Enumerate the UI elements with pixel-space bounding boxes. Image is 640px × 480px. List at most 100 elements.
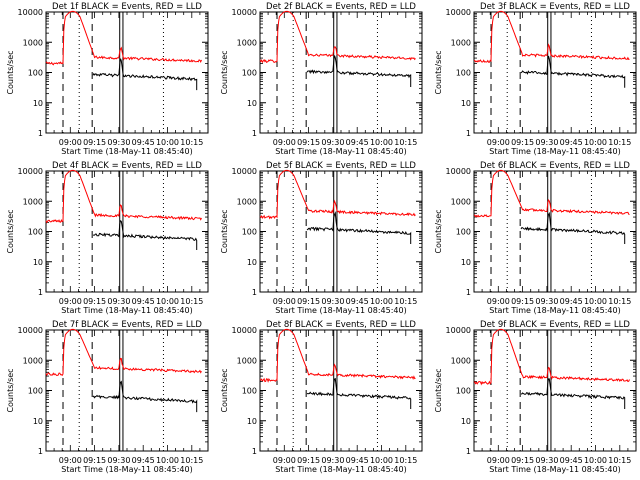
events-series-line — [520, 378, 626, 409]
lld-series-line — [473, 169, 630, 218]
x-tick-label: 09:00 — [273, 297, 296, 306]
y-tick-label: 10000 — [232, 8, 257, 17]
y-tick-label: 1000 — [23, 38, 43, 47]
panel-title: Det 5f BLACK = Events, RED = LLD — [266, 161, 416, 171]
events-series-line — [92, 58, 198, 91]
y-axis-label: Counts/sec — [6, 209, 15, 253]
y-tick-label: 1000 — [237, 197, 257, 206]
y-tick-label: 1 — [252, 447, 257, 456]
y-tick-label: 100 — [28, 228, 43, 237]
lld-series-line — [45, 169, 202, 224]
y-tick-label: 10000 — [232, 167, 257, 176]
y-tick-label: 100 — [242, 228, 257, 237]
x-tick-label: 09:00 — [273, 138, 296, 147]
x-tick-label: 10:15 — [394, 297, 417, 306]
x-tick-label: 10:15 — [394, 138, 417, 147]
plot-frame — [45, 329, 209, 452]
panel-title: Det 6f BLACK = Events, RED = LLD — [480, 161, 630, 171]
y-tick-label: 10000 — [232, 326, 257, 335]
x-axis-label: Start Time (18-May-11 08:45:40) — [61, 465, 192, 474]
x-tick-label: 09:30 — [535, 456, 558, 465]
y-axis-label: Counts/sec — [220, 368, 229, 412]
x-tick-label: 09:30 — [321, 297, 344, 306]
x-tick-label: 10:00 — [584, 138, 607, 147]
y-tick-label: 10 — [461, 99, 471, 108]
lld-series-line — [473, 328, 630, 386]
events-series-line — [520, 211, 626, 244]
x-tick-label: 09:45 — [346, 138, 369, 147]
lld-series-line — [259, 328, 416, 383]
x-tick-label: 10:00 — [156, 297, 179, 306]
plot-frame — [473, 170, 637, 293]
plot-frame — [45, 170, 209, 293]
y-tick-label: 1 — [466, 288, 471, 297]
x-tick-label: 10:15 — [180, 297, 203, 306]
x-tick-label: 09:00 — [59, 138, 82, 147]
x-tick-label: 09:15 — [83, 456, 106, 465]
y-tick-label: 1 — [38, 129, 43, 138]
plot-frame — [259, 11, 423, 134]
x-tick-label: 09:45 — [560, 297, 583, 306]
x-tick-label: 09:00 — [59, 456, 82, 465]
x-axis-label: Start Time (18-May-11 08:45:40) — [275, 147, 406, 156]
y-tick-label: 10 — [461, 417, 471, 426]
x-tick-label: 09:00 — [273, 456, 296, 465]
x-tick-label: 09:45 — [560, 456, 583, 465]
y-tick-label: 1 — [38, 288, 43, 297]
x-tick-label: 09:45 — [132, 297, 155, 306]
y-tick-label: 1 — [38, 447, 43, 456]
x-tick-label: 10:15 — [394, 456, 417, 465]
y-tick-label: 1000 — [237, 356, 257, 365]
y-tick-label: 1 — [252, 129, 257, 138]
y-tick-label: 10000 — [446, 8, 471, 17]
panel-8 — [259, 328, 423, 452]
y-tick-label: 100 — [456, 387, 471, 396]
x-tick-label: 09:00 — [487, 297, 510, 306]
x-axis-label: Start Time (18-May-11 08:45:40) — [275, 465, 406, 474]
plot-frame — [473, 329, 637, 452]
panel-title: Det 1f BLACK = Events, RED = LLD — [52, 2, 202, 12]
panel-6 — [473, 169, 637, 293]
x-tick-label: 09:15 — [511, 138, 534, 147]
x-tick-label: 10:00 — [584, 297, 607, 306]
y-tick-label: 10 — [461, 258, 471, 267]
x-tick-label: 09:30 — [535, 138, 558, 147]
plot-frame — [259, 329, 423, 452]
events-series-line — [520, 55, 626, 88]
x-tick-label: 09:15 — [297, 456, 320, 465]
y-tick-label: 100 — [456, 69, 471, 78]
y-tick-label: 100 — [242, 387, 257, 396]
lld-series-line — [259, 10, 416, 64]
y-axis-label: Counts/sec — [434, 209, 443, 253]
y-tick-label: 10000 — [18, 167, 43, 176]
x-axis-label: Start Time (18-May-11 08:45:40) — [489, 147, 620, 156]
events-series-line — [306, 211, 412, 244]
panel-9 — [473, 328, 637, 452]
y-tick-label: 10 — [33, 417, 43, 426]
x-tick-label: 10:15 — [608, 138, 631, 147]
x-tick-label: 09:00 — [487, 138, 510, 147]
x-tick-label: 10:00 — [584, 456, 607, 465]
y-tick-label: 1000 — [451, 38, 471, 47]
lld-series-line — [473, 10, 630, 63]
x-tick-label: 09:45 — [132, 456, 155, 465]
x-tick-label: 09:30 — [107, 456, 130, 465]
x-tick-label: 09:30 — [321, 456, 344, 465]
panel-5 — [259, 169, 423, 293]
y-tick-label: 10 — [247, 258, 257, 267]
x-tick-label: 09:15 — [511, 456, 534, 465]
x-axis-label: Start Time (18-May-11 08:45:40) — [489, 465, 620, 474]
y-tick-label: 1000 — [23, 356, 43, 365]
x-tick-label: 09:45 — [346, 456, 369, 465]
panel-title: Det 9f BLACK = Events, RED = LLD — [480, 320, 630, 330]
y-tick-label: 10 — [33, 99, 43, 108]
x-tick-label: 09:15 — [511, 297, 534, 306]
x-tick-label: 09:30 — [535, 297, 558, 306]
x-tick-label: 10:00 — [370, 138, 393, 147]
x-tick-label: 10:00 — [370, 297, 393, 306]
y-axis-label: Counts/sec — [434, 50, 443, 94]
x-tick-label: 09:45 — [346, 297, 369, 306]
panel-2 — [259, 10, 423, 134]
y-tick-label: 1000 — [23, 197, 43, 206]
panel-title: Det 7f BLACK = Events, RED = LLD — [52, 320, 202, 330]
